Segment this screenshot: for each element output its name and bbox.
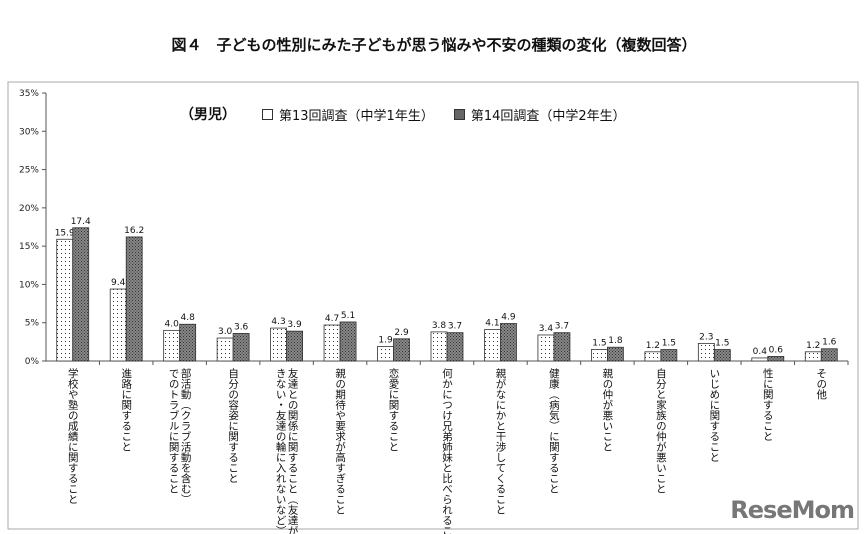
category-label: 進路に関すること: [120, 368, 133, 452]
data-label: 1.5: [715, 339, 729, 349]
category-label: 恋愛に関すること: [387, 368, 400, 452]
data-label: 16.2: [124, 226, 144, 236]
category-label: 親がなにかと干渉してくること: [494, 368, 507, 515]
bar-13th: [804, 351, 822, 362]
data-label: 4.7: [325, 314, 339, 324]
category-label: 学校や塾の成績に関すること: [66, 368, 79, 505]
bar-13th: [56, 238, 74, 362]
bar-14th: [607, 346, 624, 362]
category-label: 親の仲が悪いこと: [601, 368, 614, 452]
bar-13th: [216, 337, 234, 362]
bar-14th: [72, 227, 90, 362]
category-label: いじめに関すること: [708, 368, 721, 463]
data-label: 17.4: [71, 217, 91, 227]
bar-13th: [751, 357, 769, 362]
bar-14th: [446, 332, 464, 362]
bar-14th: [286, 330, 304, 362]
data-label: 1.5: [662, 339, 676, 349]
data-label: 3.7: [555, 322, 569, 332]
category-label: 友達との関係に関すること（友達がで きない・友達の輪に入れないなど）: [274, 368, 299, 534]
data-label: 1.8: [608, 336, 623, 346]
bar-13th: [270, 327, 288, 362]
legend-label-14: 第14回調査（中学2年生）: [470, 108, 626, 124]
data-label: 0.6: [769, 345, 784, 355]
legend: （男児） 第13回調査（中学1年生） 第14回調査（中学2年生）: [180, 104, 626, 124]
legend-label-13: 第13回調査（中学1年生）: [279, 108, 434, 124]
chart-title: 図４ 子どもの性別にみた子どもが思う悩みや不安の種類の変化（複数回答）: [171, 36, 697, 54]
bar-14th: [553, 332, 571, 362]
bar-14th: [179, 323, 197, 362]
data-label: 15.9: [55, 228, 75, 238]
bar-14th: [820, 348, 838, 362]
data-label: 1.9: [378, 335, 393, 345]
bar-13th: [537, 334, 555, 362]
data-label: 9.4: [111, 278, 126, 288]
legend-swatch-14: [453, 108, 465, 120]
bar-13th: [323, 324, 341, 362]
data-label: 3.9: [287, 320, 302, 330]
data-label: 4.1: [485, 319, 499, 329]
data-label: 4.9: [501, 312, 516, 322]
data-label: 4.8: [181, 313, 196, 323]
bar-14th: [767, 356, 785, 362]
bar-14th: [660, 349, 678, 362]
category-label: その他: [815, 368, 828, 400]
bar-13th: [697, 342, 715, 362]
data-label: 0.4: [753, 347, 768, 357]
data-label: 4.0: [165, 319, 180, 329]
bar-14th: [500, 323, 517, 362]
category-label: 自分の容姿に関すること: [227, 368, 240, 484]
data-label: 3.4: [539, 324, 554, 334]
data-label: 3.6: [234, 322, 249, 332]
y-tick-label: 30%: [19, 127, 39, 137]
bar-14th: [339, 321, 357, 362]
y-tick-label: 10%: [19, 280, 39, 290]
bar-14th: [393, 338, 410, 362]
data-label: 3.0: [218, 327, 233, 337]
data-label: 4.3: [271, 317, 285, 327]
bar-13th: [484, 329, 501, 362]
data-label: 3.7: [448, 322, 462, 332]
category-label: 部活動（クラブ活動を含む） でのトラブルに関すること: [167, 368, 192, 505]
data-label: 5.1: [341, 311, 355, 321]
bar-14th: [232, 333, 250, 362]
plot-border: [7, 81, 859, 530]
category-label: 親の期待や要求が高すぎること: [334, 368, 347, 515]
data-label: 2.9: [394, 328, 409, 338]
resemom-logo: ReseMom: [730, 496, 855, 524]
y-tick-label: 5%: [25, 319, 40, 329]
y-tick-label: 25%: [19, 166, 39, 176]
group-label: （男児）: [180, 107, 236, 123]
category-label: 何かにつけ兄弟姉妹と比べられること: [441, 368, 453, 534]
y-tick-label: 0%: [25, 357, 40, 367]
bar-13th: [430, 331, 448, 362]
data-label: 1.2: [806, 341, 820, 351]
category-label: 自分と家族の仲が悪いこと: [654, 368, 667, 494]
data-label: 2.3: [699, 332, 713, 342]
data-label: 3.8: [432, 321, 447, 331]
bar-13th: [591, 349, 608, 362]
bar-13th: [377, 346, 394, 362]
bar-13th: [644, 351, 662, 362]
y-tick-label: 15%: [19, 242, 39, 252]
y-tick-label: 35%: [19, 89, 39, 99]
data-label: 1.6: [822, 338, 837, 348]
bar-13th: [163, 329, 181, 362]
bar-13th: [109, 288, 127, 362]
y-tick-label: 20%: [19, 204, 39, 214]
category-label: 健康（病気）に関すること: [547, 368, 560, 494]
data-label: 1.5: [592, 339, 606, 349]
bar-14th: [713, 349, 731, 362]
category-label: 性に関すること: [761, 368, 774, 442]
bar-14th: [125, 236, 143, 362]
data-label: 1.2: [646, 341, 660, 351]
legend-swatch-13: [262, 108, 273, 120]
